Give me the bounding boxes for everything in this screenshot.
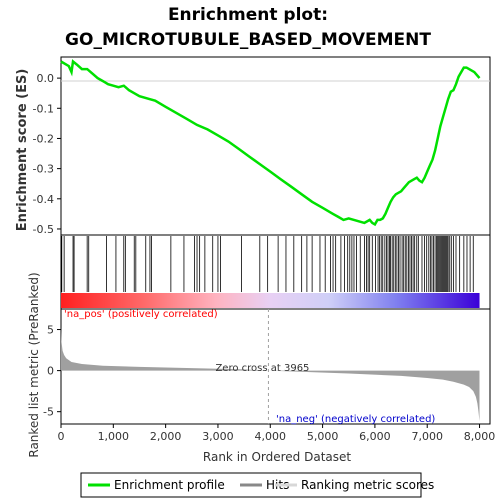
chart-title-line2: GO_MICROTUBULE_BASED_MOVEMENT (65, 30, 431, 50)
negative-correlation-label: 'na_neg' (negatively correlated) (276, 414, 435, 425)
es-y-tick-label: -0.2 (33, 132, 54, 145)
es-y-axis-label: Enrichment score (ES) (15, 69, 30, 232)
metric-y-axis-label: Ranked list metric (PreRanked) (27, 272, 41, 457)
metric-y-tick-label: 5 (47, 324, 54, 337)
x-tick-label: 1,000 (98, 430, 130, 443)
x-tick-label: 6,000 (359, 430, 391, 443)
metric-y-axis: 5 0 -5 (43, 324, 61, 419)
x-axis-label: Rank in Ordered Dataset (203, 450, 351, 464)
legend-enrichment-profile: Enrichment profile (114, 478, 225, 492)
ranking-color-bar (61, 293, 480, 308)
es-y-axis: 0.0 -0.1 -0.2 -0.3 -0.4 -0.5 (33, 72, 61, 236)
es-y-tick-label: -0.3 (33, 163, 54, 176)
es-y-tick-label: -0.4 (33, 193, 54, 206)
x-tick-label: 8,000 (464, 430, 496, 443)
es-y-tick-label: -0.5 (33, 223, 54, 236)
es-panel-frame (60, 56, 491, 236)
metric-y-tick-label: 0 (47, 365, 54, 378)
metric-y-tick-label: -5 (43, 406, 54, 419)
es-y-tick-label: -0.1 (33, 102, 54, 115)
hits-marks (61, 236, 474, 292)
x-tick-label: 5,000 (307, 430, 339, 443)
enrichment-profile-line (60, 59, 481, 227)
ranking-metric-area (61, 327, 480, 422)
legend-ranking-metric-scores: Ranking metric scores (301, 478, 434, 492)
x-axis: 0 1,000 2,000 3,000 4,000 5,000 6,000 7,000 8,00… (58, 424, 496, 443)
zero-cross-label: Zero cross at 3965 (215, 363, 309, 374)
x-tick-label: 4,000 (255, 430, 287, 443)
es-y-tick-label: 0.0 (37, 72, 55, 85)
x-tick-label: 0 (58, 430, 65, 443)
x-tick-label: 7,000 (411, 430, 443, 443)
chart-title-line1: Enrichment plot: (168, 5, 328, 25)
x-tick-label: 3,000 (202, 430, 234, 443)
x-tick-label: 2,000 (150, 430, 182, 443)
positive-correlation-label: 'na_pos' (positively correlated) (64, 309, 218, 320)
